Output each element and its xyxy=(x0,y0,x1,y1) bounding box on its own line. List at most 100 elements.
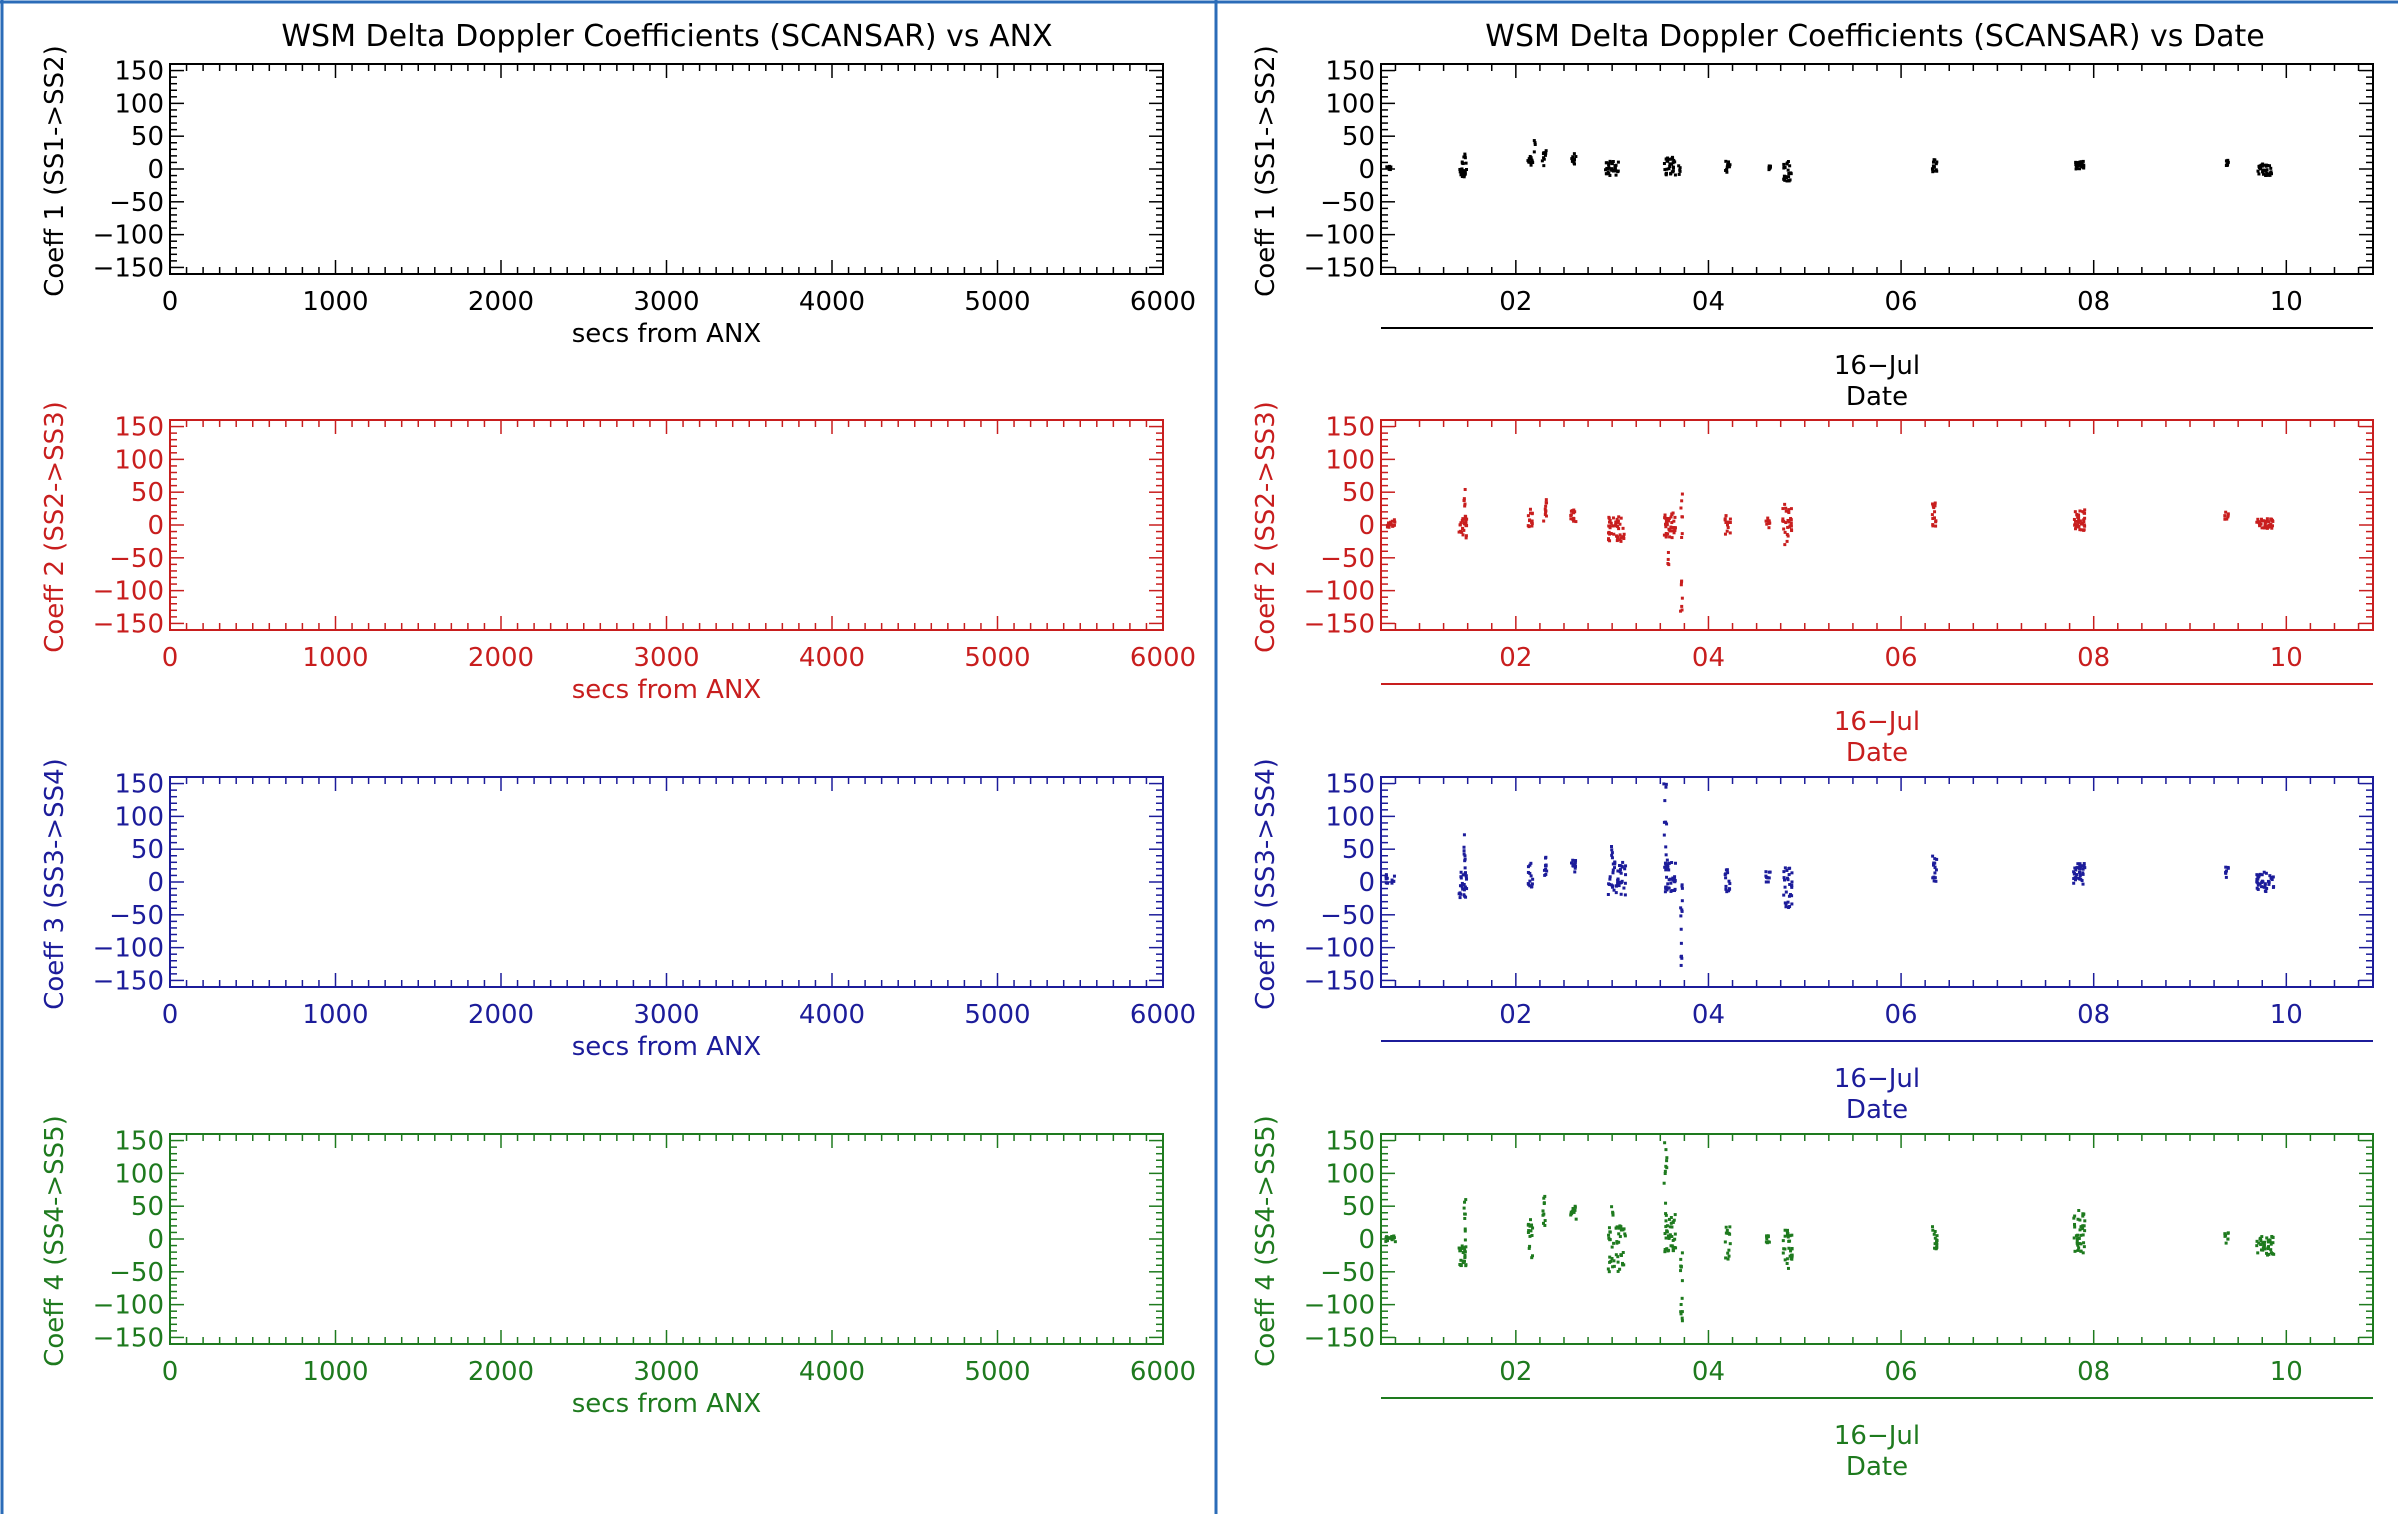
data-point xyxy=(1461,873,1465,877)
data-point xyxy=(1607,530,1611,534)
data-point xyxy=(1570,159,1574,163)
y-tick-label: 0 xyxy=(1358,1225,1375,1255)
data-point xyxy=(1526,1230,1530,1234)
data-point xyxy=(2261,1241,2265,1245)
data-point xyxy=(1528,1244,1532,1248)
data-point xyxy=(1664,531,1668,535)
data-point xyxy=(2226,160,2230,164)
y-tick-label: −150 xyxy=(1304,966,1375,996)
data-point xyxy=(1790,529,1794,533)
data-point xyxy=(1573,1208,1577,1212)
data-point xyxy=(1724,887,1728,891)
data-point xyxy=(2271,1241,2275,1245)
data-point xyxy=(1606,170,1610,174)
data-point xyxy=(2077,513,2081,517)
data-point xyxy=(2081,159,2085,163)
data-point xyxy=(1784,902,1788,906)
data-point xyxy=(2264,173,2268,177)
data-point xyxy=(1573,1204,1577,1208)
data-point xyxy=(1614,520,1618,524)
data-point xyxy=(1664,782,1668,786)
data-point xyxy=(1666,863,1670,867)
data-point xyxy=(1787,175,1791,179)
x-tick-label: 08 xyxy=(2077,1357,2110,1387)
data-point xyxy=(2073,1249,2077,1253)
data-point xyxy=(1617,1232,1621,1236)
data-point xyxy=(1931,1228,1935,1232)
data-point xyxy=(1463,894,1467,898)
data-point xyxy=(1932,879,1936,883)
data-point xyxy=(1570,157,1574,161)
data-point xyxy=(1459,876,1463,880)
data-point xyxy=(1623,893,1627,897)
x-tick-label: 2000 xyxy=(468,1000,534,1030)
data-point xyxy=(1610,1257,1614,1261)
data-point xyxy=(1392,1234,1396,1238)
data-point xyxy=(1532,150,1536,154)
data-point xyxy=(1617,515,1621,519)
data-point xyxy=(1528,863,1532,867)
data-point xyxy=(2081,871,2085,875)
data-point xyxy=(1724,520,1728,524)
data-point xyxy=(1464,518,1468,522)
data-point xyxy=(2226,515,2230,519)
data-point xyxy=(1616,1255,1620,1259)
x-tick-label: 0 xyxy=(162,1000,179,1030)
data-point xyxy=(2266,1247,2270,1251)
data-point xyxy=(1662,1181,1666,1185)
y-tick-label: −50 xyxy=(1320,188,1375,218)
data-point xyxy=(1619,536,1623,540)
data-point xyxy=(1571,1209,1575,1213)
data-point xyxy=(1790,885,1794,889)
data-point xyxy=(1460,519,1464,523)
data-point xyxy=(2262,1244,2266,1248)
data-point xyxy=(1765,522,1769,526)
data-point xyxy=(2255,520,2259,524)
data-point xyxy=(2075,513,2079,517)
data-point xyxy=(2082,864,2086,868)
data-point xyxy=(1570,509,1574,513)
data-point xyxy=(2266,163,2270,167)
x-axis-label: Date xyxy=(1846,738,1908,768)
data-point xyxy=(1679,1265,1683,1269)
data-point xyxy=(2259,1248,2263,1252)
data-point xyxy=(1611,871,1615,875)
data-point xyxy=(1463,1227,1467,1231)
data-point xyxy=(1608,1255,1612,1259)
data-point xyxy=(1624,864,1628,868)
data-point xyxy=(1724,1231,1728,1235)
data-point xyxy=(1619,871,1623,875)
data-point xyxy=(1460,175,1464,179)
data-point xyxy=(1935,1234,1939,1238)
data-point xyxy=(2225,163,2229,167)
data-point xyxy=(2225,517,2229,521)
data-point xyxy=(1607,516,1611,520)
data-point xyxy=(2072,872,2076,876)
data-point xyxy=(1612,1264,1616,1268)
data-point xyxy=(2075,1237,2079,1241)
data-point xyxy=(1781,507,1785,511)
data-point xyxy=(1782,870,1786,874)
y-tick-label: 100 xyxy=(114,445,164,475)
data-point xyxy=(1672,531,1676,535)
data-point xyxy=(1606,893,1610,897)
data-point xyxy=(2267,520,2271,524)
data-point xyxy=(1680,604,1684,608)
x-axis-label: secs from ANX xyxy=(572,319,761,349)
data-point xyxy=(1663,168,1667,172)
data-point xyxy=(1662,782,1666,786)
data-point xyxy=(2075,1241,2079,1245)
data-point xyxy=(1572,158,1576,162)
data-point xyxy=(1671,1248,1675,1252)
data-point xyxy=(1665,1156,1669,1160)
data-point xyxy=(1787,906,1791,910)
data-point xyxy=(1789,171,1793,175)
data-point xyxy=(1462,845,1466,849)
data-point xyxy=(1931,160,1935,164)
data-point xyxy=(2076,1217,2080,1221)
y-axis-label: Coeff 3 (SS3->SS4) xyxy=(1251,758,1281,1010)
y-tick-label: −100 xyxy=(1304,221,1375,251)
data-point xyxy=(1461,517,1465,521)
data-point xyxy=(1790,1233,1794,1237)
data-point xyxy=(2256,1251,2260,1255)
